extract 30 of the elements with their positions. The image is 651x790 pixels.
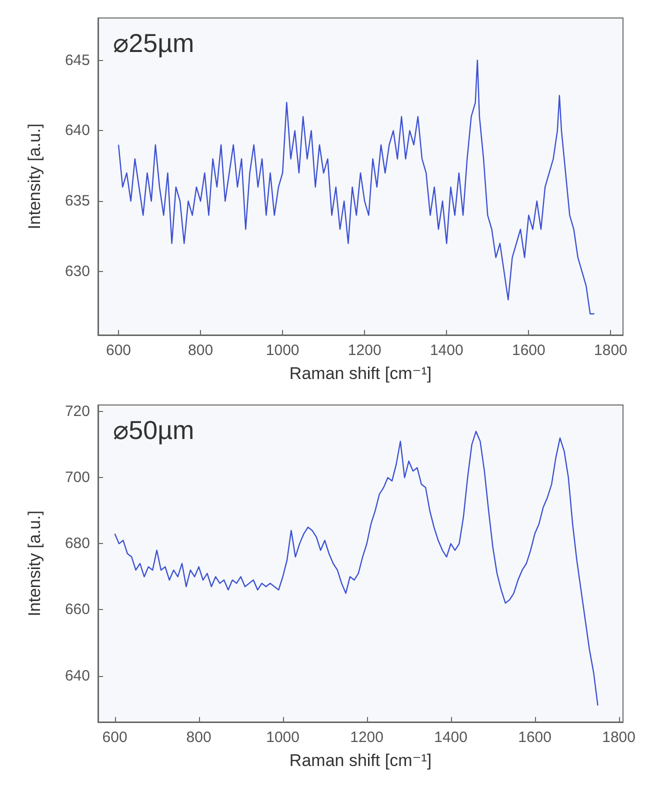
x-tick-label: 1800 [602,729,636,746]
x-tick-label: 1600 [518,729,552,746]
y-tick-label: 660 [64,601,90,618]
x-tick-label: 600 [102,729,128,746]
x-tick-label: 600 [106,342,132,359]
x-tick-label: 800 [188,342,214,359]
x-tick-label: 1000 [266,729,300,746]
y-tick-label: 680 [64,535,90,552]
x-tick-label: 1200 [350,729,384,746]
annotation: ⌀50µm [113,415,194,445]
x-tick-label: 1000 [266,342,300,359]
y-tick-label: 630 [64,263,90,280]
x-tick-label: 1400 [430,342,464,359]
annotation: ⌀25µm [113,28,194,58]
x-tick-label: 800 [186,729,212,746]
x-axis-title: Raman shift [cm⁻¹] [289,751,432,770]
line-series [118,60,595,314]
y-tick-label: 645 [64,52,90,69]
y-tick-label: 640 [64,122,90,140]
y-tick-label: 635 [64,192,90,210]
x-tick-label: 1800 [594,342,628,359]
y-tick-label: 640 [64,667,90,684]
x-tick-label: 1400 [434,729,468,746]
x-axis-title: Raman shift [cm⁻¹] [289,364,432,383]
y-axis-title: Intensity [a.u.] [25,510,44,616]
y-tick-label: 720 [64,403,90,420]
y-tick-label: 700 [64,469,90,486]
y-axis-title: Intensity [a.u.] [25,124,44,230]
x-tick-label: 1600 [512,342,546,359]
x-tick-label: 1200 [348,342,382,359]
